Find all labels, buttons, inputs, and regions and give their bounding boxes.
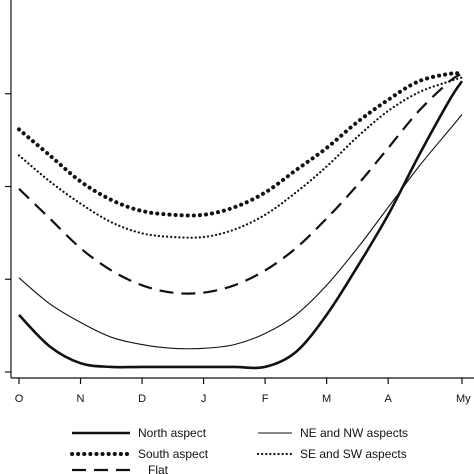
series-line-ne-and-nw-aspects [18, 114, 463, 350]
x-tick-label: My [456, 393, 471, 405]
x-tick-label: A [384, 393, 392, 405]
x-tick-label: O [15, 393, 24, 405]
x-tick-label: D [138, 393, 146, 405]
x-tick-label: F [262, 393, 269, 405]
series-lines [17, 71, 464, 370]
x-tick-labels: O N D J F M A My [15, 393, 471, 405]
series-line-south-aspect [17, 71, 464, 218]
x-tick-label: J [201, 393, 207, 405]
legend-label: NE and NW aspects [300, 426, 408, 440]
series-line-flat [18, 72, 463, 295]
x-ticks [18, 378, 463, 384]
series-line-north-aspect [18, 80, 464, 370]
legend-label: SE and SW aspects [300, 447, 407, 461]
legend: North aspect South aspect Flat NE and NW as… [70, 426, 408, 474]
y-ticks [5, 93, 11, 373]
x-tick-label: N [77, 393, 85, 405]
legend-label: Flat [148, 463, 169, 474]
x-tick-label: M [322, 393, 331, 405]
series-line-se-and-sw-aspects [17, 76, 464, 239]
legend-label: North aspect [138, 426, 207, 440]
axes [10, 0, 474, 379]
legend-label: South aspect [138, 447, 209, 461]
